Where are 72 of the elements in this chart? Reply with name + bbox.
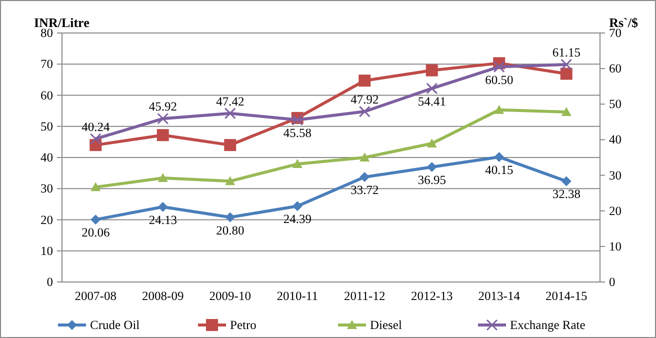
x-tick-label: 2013-14 — [478, 289, 521, 303]
point — [224, 108, 236, 120]
y2-tick-label: 50 — [609, 97, 622, 112]
data-label: 61.15 — [552, 45, 580, 60]
y-tick-label: 40 — [40, 150, 53, 164]
x-tick-label: 2012-13 — [411, 289, 453, 303]
legend-label: Exchange Rate — [510, 318, 586, 332]
point — [156, 129, 169, 142]
data-label: 47.42 — [216, 94, 244, 108]
point — [494, 152, 504, 162]
point — [225, 176, 236, 186]
y-tick-label: 10 — [40, 244, 53, 258]
point — [90, 133, 102, 145]
point — [560, 58, 572, 70]
y-tick-label: 20 — [40, 212, 53, 227]
x-tick-label: 2014-15 — [546, 289, 588, 303]
point — [426, 138, 437, 148]
y2-tick-label: 10 — [609, 239, 622, 254]
y-tick-label: 70 — [40, 57, 53, 72]
point — [292, 201, 302, 212]
point — [494, 104, 504, 114]
data-label: 40.24 — [82, 120, 110, 134]
point — [360, 172, 370, 182]
point — [560, 68, 572, 80]
data-label: 24.39 — [283, 212, 312, 226]
point — [157, 112, 169, 124]
y2-tick-label: 60 — [609, 62, 622, 76]
y-tick-label: 60 — [40, 88, 53, 102]
y-tick-label: 0 — [46, 275, 53, 289]
point — [292, 159, 302, 168]
point — [90, 214, 101, 225]
point — [225, 212, 236, 222]
y-tick-label: 50 — [40, 119, 53, 134]
point — [493, 61, 505, 73]
data-label: 20.06 — [82, 226, 110, 240]
data-label: 32.38 — [552, 187, 580, 202]
x-tick-label: 2007-08 — [74, 289, 116, 303]
x-tick-label: 2008-09 — [142, 289, 184, 303]
point — [561, 176, 572, 186]
point — [426, 82, 438, 94]
y2-tick-label: 40 — [609, 132, 622, 147]
point — [292, 114, 304, 126]
legend-label: Petro — [230, 318, 256, 332]
x-tick-label: 2011-12 — [344, 289, 386, 303]
y2-tick-label: 0 — [609, 275, 616, 289]
data-label: 24.13 — [148, 212, 177, 227]
data-label: 40.15 — [485, 163, 514, 178]
x-tick-label: 2009-10 — [209, 289, 251, 303]
data-label: 45.92 — [148, 100, 177, 114]
point — [561, 107, 572, 116]
point — [426, 162, 437, 172]
point — [358, 74, 371, 87]
point — [90, 182, 101, 192]
point — [360, 152, 370, 162]
data-label: 60.50 — [485, 72, 514, 87]
data-label: 54.41 — [418, 94, 446, 108]
y2-tick-label: 20 — [609, 204, 622, 218]
point — [426, 64, 438, 76]
data-label: 45.58 — [283, 126, 312, 140]
data-label: 33.72 — [350, 183, 379, 198]
y2-tick-label: 30 — [609, 168, 622, 182]
legend-label: Crude Oil — [90, 318, 140, 332]
data-label: 20.80 — [216, 223, 244, 238]
y-tick-label: 30 — [40, 182, 53, 196]
point — [224, 139, 236, 152]
point — [158, 202, 168, 212]
data-label: 47.92 — [350, 92, 379, 107]
x-tick-label: 2010-11 — [276, 289, 318, 303]
point — [158, 173, 168, 182]
point — [358, 106, 370, 118]
legend-label: Diesel — [370, 318, 402, 332]
data-label: 36.95 — [418, 172, 446, 187]
